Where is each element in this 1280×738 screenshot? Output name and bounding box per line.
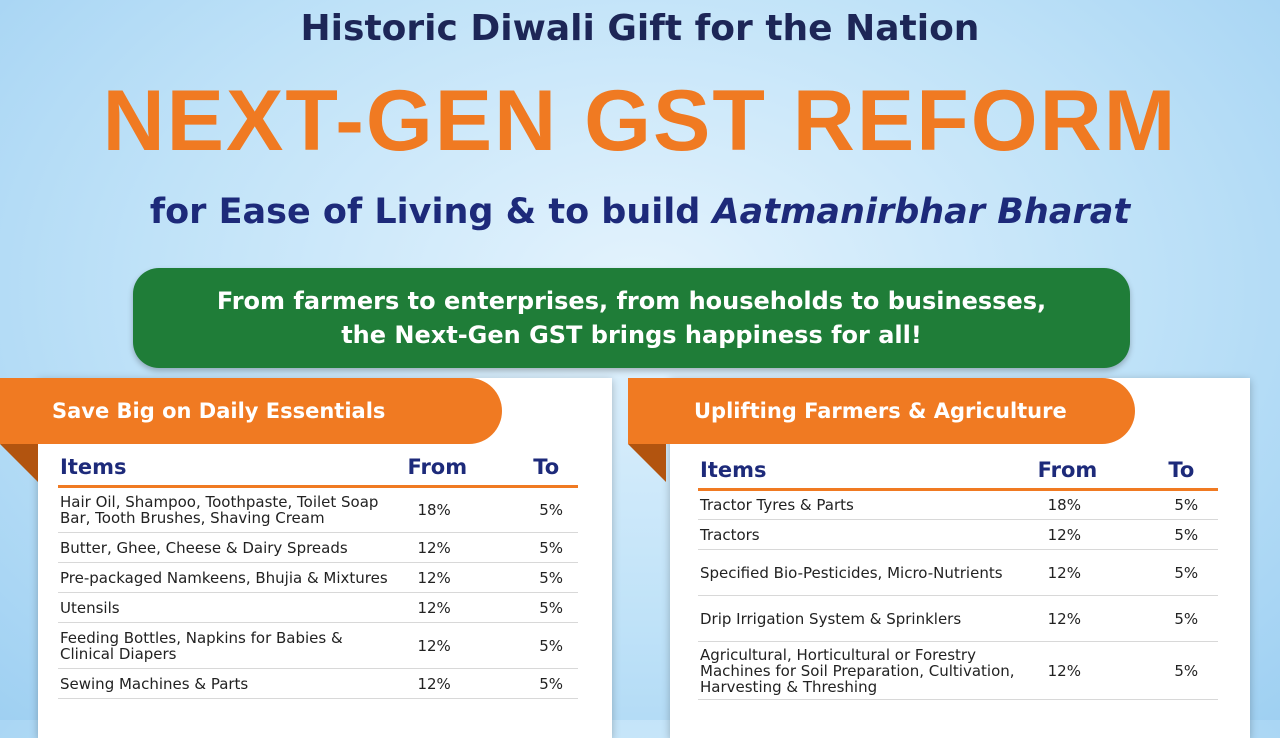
tab-fold [628, 444, 666, 482]
item-name: Butter, Ghee, Cheese & Dairy Spreads [58, 532, 406, 563]
column-header: To [1166, 458, 1218, 491]
items-table: Items From To Tractor Tyres & Parts 18% 5% Tra… [698, 458, 1218, 700]
subtitle: for Ease of Living & to build Aatmanirbh… [0, 192, 1280, 232]
rate: 12% [405, 668, 532, 699]
rate: 12% [1035, 549, 1167, 596]
rate: 5% [531, 592, 578, 623]
rate: 12% [1035, 519, 1167, 550]
item-name: Utensils [58, 592, 406, 623]
item-name: Hair Oil, Shampoo, Toothpaste, Toilet So… [58, 486, 406, 533]
item-row: Utensils 12% 5% [58, 592, 578, 623]
rate: 5% [531, 622, 578, 669]
rate: 18% [405, 486, 532, 533]
banner-line: the Next-Gen GST brings happiness for al… [341, 321, 922, 349]
item-name: Feeding Bottles, Napkins for Babies & Cl… [58, 622, 406, 669]
item-row: Drip Irrigation System & Sprinklers 12% 5% [698, 595, 1218, 642]
rate: 5% [531, 532, 578, 563]
rate: 5% [531, 562, 578, 593]
banner: From farmers to enterprises, from househ… [133, 268, 1130, 368]
rate: 5% [531, 668, 578, 699]
item-name: Tractor Tyres & Parts [698, 489, 1036, 520]
item-row: Hair Oil, Shampoo, Toothpaste, Toilet So… [58, 486, 578, 533]
items-table: Items From To Hair Oil, Shampoo, Toothpaste… [58, 455, 578, 699]
item-name: Drip Irrigation System & Sprinklers [698, 595, 1036, 642]
rate: 5% [1166, 549, 1218, 596]
item-name: Tractors [698, 519, 1036, 550]
rate: 5% [1166, 489, 1218, 520]
title: NEXT-GEN GST REFORM [102, 73, 1178, 169]
item-name: Sewing Machines & Parts [58, 668, 406, 699]
rate: 5% [531, 486, 578, 533]
item-name: Pre-packaged Namkeens, Bhujia & Mixtures [58, 562, 406, 593]
rate: 12% [405, 532, 532, 563]
column-header: From [1035, 458, 1167, 491]
kicker: Historic Diwali Gift for the Nation [300, 8, 980, 49]
column-header: Items [58, 455, 406, 488]
subtitle-emphasis: Aatmanirbhar Bharat [712, 192, 1131, 232]
panel-title: Save Big on Daily Essentials [0, 378, 502, 444]
item-row: Pre-packaged Namkeens, Bhujia & Mixtures… [58, 562, 578, 593]
rate: 12% [1035, 641, 1167, 700]
page: Historic Diwali Gift for the Nation NEXT… [0, 0, 1280, 720]
item-row: Butter, Ghee, Cheese & Dairy Spreads 12% 5… [58, 532, 578, 563]
item-row: Agricultural, Horticultural or Forestry … [698, 641, 1218, 700]
rate: 12% [1035, 595, 1167, 642]
item-row: Tractor Tyres & Parts 18% 5% [698, 489, 1218, 520]
subtitle-lead: for Ease of Living & to build [149, 192, 701, 232]
tab-fold [0, 444, 38, 482]
rate: 5% [1166, 519, 1218, 550]
item-name: Agricultural, Horticultural or Forestry … [698, 641, 1036, 700]
item-name: Specified Bio-Pesticides, Micro-Nutrient… [698, 549, 1036, 596]
rate: 12% [405, 622, 532, 669]
item-row: Feeding Bottles, Napkins for Babies & Cl… [58, 622, 578, 669]
column-header: Items [698, 458, 1036, 491]
banner-line: From farmers to enterprises, from househ… [216, 287, 1047, 315]
item-row: Tractors 12% 5% [698, 519, 1218, 550]
item-row: Sewing Machines & Parts 12% 5% [58, 668, 578, 699]
column-header: To [531, 455, 578, 488]
header-row: Items From To [698, 458, 1218, 491]
rate: 18% [1035, 489, 1167, 520]
rate: 12% [405, 562, 532, 593]
rate: 5% [1166, 641, 1218, 700]
column-header: From [405, 455, 532, 488]
rate: 5% [1166, 595, 1218, 642]
panel-title: Uplifting Farmers & Agriculture [628, 378, 1135, 444]
rate: 12% [405, 592, 532, 623]
header-row: Items From To [58, 455, 578, 488]
item-row: Specified Bio-Pesticides, Micro-Nutrient… [698, 549, 1218, 596]
